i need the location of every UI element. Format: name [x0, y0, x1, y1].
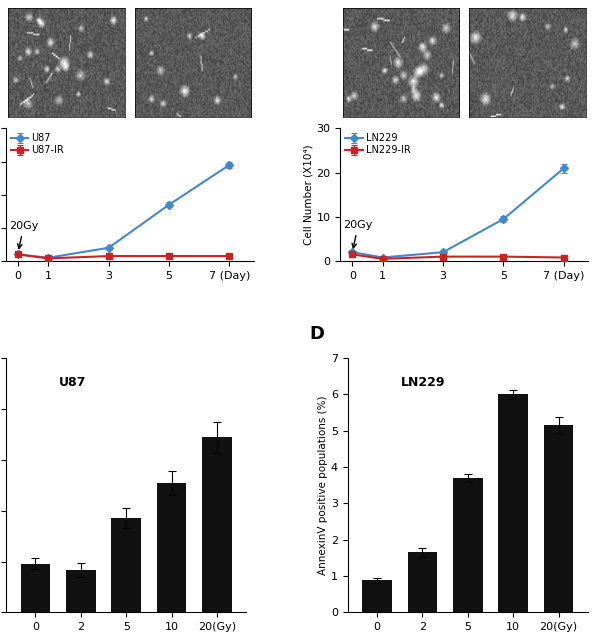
- Bar: [21, 563, 50, 612]
- Y-axis label: Cell Number (X10⁴): Cell Number (X10⁴): [304, 144, 314, 245]
- Text: U87: U87: [59, 376, 86, 389]
- Text: IR: IR: [187, 0, 199, 2]
- Text: 20Gy: 20Gy: [9, 221, 39, 249]
- Bar: [453, 478, 482, 612]
- Bar: [407, 553, 437, 612]
- Y-axis label: AnnexinV positive populations (%): AnnexinV positive populations (%): [318, 396, 328, 575]
- Text: Con: Con: [57, 0, 81, 2]
- Legend: LN229, LN229-IR: LN229, LN229-IR: [345, 133, 410, 155]
- Bar: [202, 437, 232, 612]
- Bar: [66, 570, 96, 612]
- Bar: [362, 581, 392, 612]
- Text: 20Gy: 20Gy: [343, 220, 373, 248]
- Text: IR: IR: [521, 0, 533, 2]
- Text: D: D: [309, 325, 324, 343]
- Bar: [112, 518, 141, 612]
- Text: LN229: LN229: [400, 376, 445, 389]
- Bar: [157, 483, 187, 612]
- Text: Con: Con: [391, 0, 416, 2]
- Legend: U87, U87-IR: U87, U87-IR: [11, 133, 64, 155]
- Bar: [544, 425, 573, 612]
- Bar: [498, 394, 528, 612]
